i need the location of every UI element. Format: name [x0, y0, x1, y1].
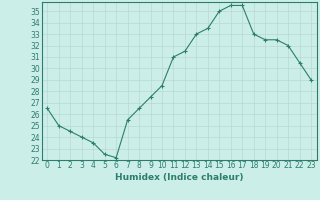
X-axis label: Humidex (Indice chaleur): Humidex (Indice chaleur)	[115, 173, 244, 182]
